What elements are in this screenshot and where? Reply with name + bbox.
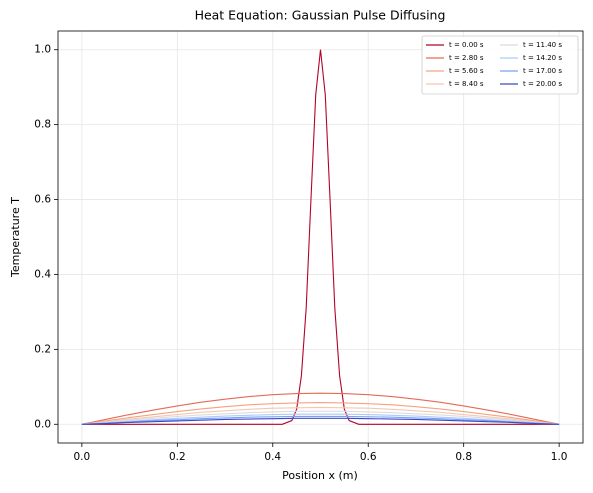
y-tick-label: 0.2 — [34, 343, 51, 355]
series-line — [81, 417, 560, 425]
series-line — [81, 410, 560, 425]
legend-label: t = 14.20 s — [523, 54, 562, 62]
y-tick-label: 0.8 — [34, 119, 51, 131]
x-tick-label: 0.0 — [74, 451, 91, 463]
x-tick-label: 0.4 — [264, 451, 281, 463]
series-line — [81, 406, 560, 425]
legend-box — [421, 35, 579, 95]
legend-label: t = 5.60 s — [449, 67, 484, 75]
axes-frame — [57, 30, 584, 444]
legend-label: t = 11.40 s — [523, 41, 562, 49]
chart-title: Heat Equation: Gaussian Pulse Diffusing — [195, 8, 446, 23]
x-axis-label: Position x (m) — [282, 469, 358, 482]
series-line — [81, 401, 560, 425]
y-axis-label: Temperature T — [9, 197, 22, 278]
legend-label: t = 0.00 s — [449, 41, 484, 49]
x-tick-label: 1.0 — [551, 451, 568, 463]
series-line — [81, 49, 560, 425]
series-line — [81, 415, 560, 425]
y-tick-label: 0.0 — [34, 418, 51, 430]
series-line — [81, 413, 560, 425]
x-tick-label: 0.2 — [169, 451, 186, 463]
legend-label: t = 2.80 s — [449, 54, 484, 62]
legend-label: t = 20.00 s — [523, 80, 562, 88]
legend-label: t = 8.40 s — [449, 80, 484, 88]
y-tick-label: 1.0 — [34, 44, 51, 56]
series-line — [81, 392, 560, 425]
y-tick-label: 0.4 — [34, 268, 51, 280]
x-tick-label: 0.6 — [360, 451, 377, 463]
x-tick-label: 0.8 — [455, 451, 472, 463]
y-tick-label: 0.6 — [34, 194, 51, 206]
legend-label: t = 17.00 s — [523, 67, 562, 75]
